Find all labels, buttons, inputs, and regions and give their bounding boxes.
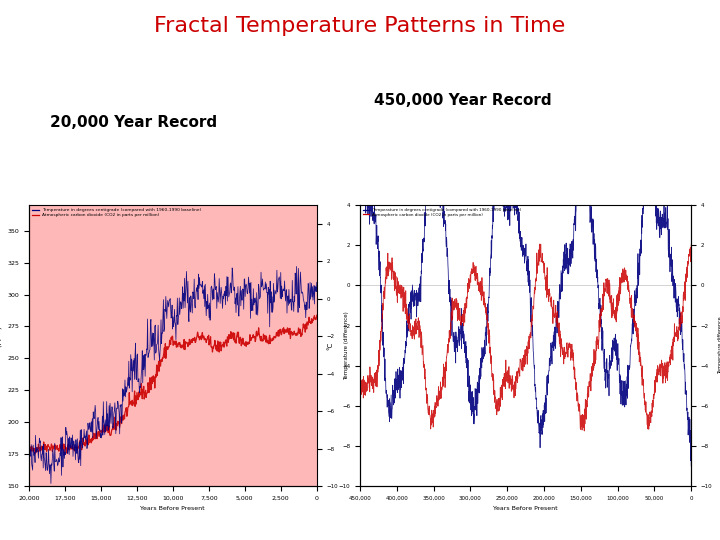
Y-axis label: Temperature (difference): Temperature (difference) [343, 311, 348, 380]
Y-axis label: CO2 (ppm): CO2 (ppm) [0, 327, 1, 364]
Text: 20,000 Year Record: 20,000 Year Record [50, 114, 217, 130]
Legend: Temperature in degrees centigrade (compared with 1960-1990 baseline), Atmospheri: Temperature in degrees centigrade (compa… [31, 207, 202, 218]
Y-axis label: Temperature difference: Temperature difference [718, 317, 720, 374]
X-axis label: Years Before Present: Years Before Present [140, 507, 205, 511]
Y-axis label: °C: °C [327, 341, 333, 350]
Text: 450,000 Year Record: 450,000 Year Record [374, 93, 552, 108]
Text: Fractal Temperature Patterns in Time: Fractal Temperature Patterns in Time [154, 16, 566, 36]
X-axis label: Years Before Present: Years Before Present [493, 507, 558, 511]
Legend: Temperature in degrees centigrade (compared with 1960-1990 baseline), Atmospheri: Temperature in degrees centigrade (compa… [362, 207, 523, 218]
